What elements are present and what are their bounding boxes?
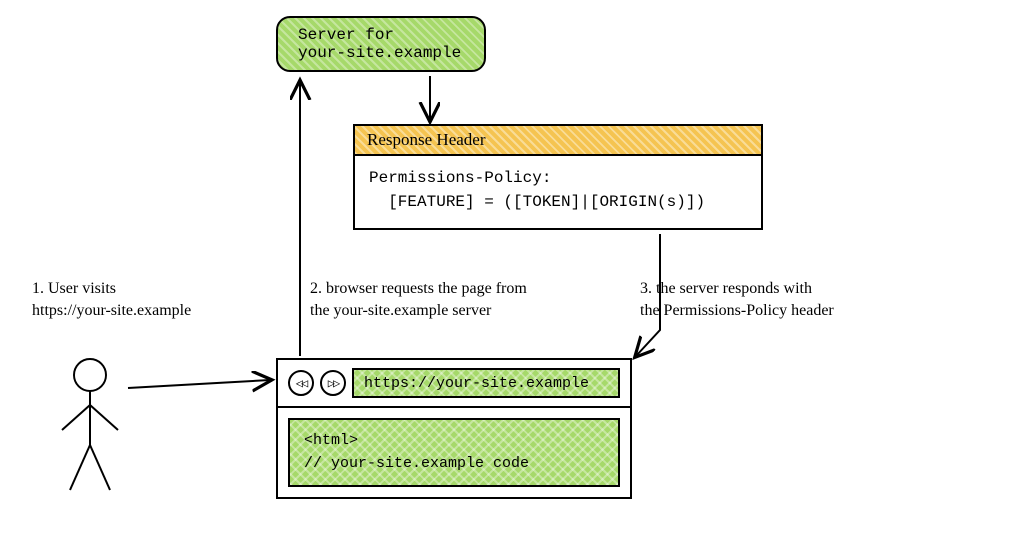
nav-forward-icon: ▷▷ (320, 370, 346, 396)
step-1-label: 1. User visits https://your-site.example (32, 278, 282, 321)
server-line2: your-site.example (298, 44, 464, 62)
step-2-text: browser requests the page from the your-… (310, 280, 527, 319)
server-node: Server for your-site.example (276, 16, 486, 72)
code-line1: <html> (304, 430, 604, 453)
server-line1: Server for (298, 26, 464, 44)
policy-line2: [FEATURE] = ([TOKEN]|[ORIGIN(s)]) (369, 190, 747, 214)
code-line2: // your-site.example code (304, 453, 604, 476)
page-code-box: <html> // your-site.example code (288, 418, 620, 487)
step-1-num: 1. (32, 280, 44, 297)
step-3-num: 3. (640, 280, 652, 297)
nav-back-icon: ◁◁ (288, 370, 314, 396)
step-3-label: 3. the server responds with the Permissi… (640, 278, 960, 321)
address-bar: https://your-site.example (352, 368, 620, 398)
user-icon (62, 359, 118, 490)
response-header-node: Response Header Permissions-Policy: [FEA… (353, 124, 763, 230)
step-1-text: User visits https://your-site.example (32, 280, 191, 319)
step-2-label: 2. browser requests the page from the yo… (310, 278, 630, 321)
browser-window: ◁◁ ▷▷ https://your-site.example <html> /… (276, 358, 632, 499)
browser-content: <html> // your-site.example code (278, 408, 630, 497)
response-header-title: Response Header (353, 124, 763, 156)
arrow-user-to-browser (128, 380, 270, 388)
step-3-text: the server responds with the Permissions… (640, 280, 834, 319)
response-header-body: Permissions-Policy: [FEATURE] = ([TOKEN]… (353, 156, 763, 230)
step-2-num: 2. (310, 280, 322, 297)
browser-toolbar: ◁◁ ▷▷ https://your-site.example (278, 360, 630, 408)
policy-line1: Permissions-Policy: (369, 166, 747, 190)
